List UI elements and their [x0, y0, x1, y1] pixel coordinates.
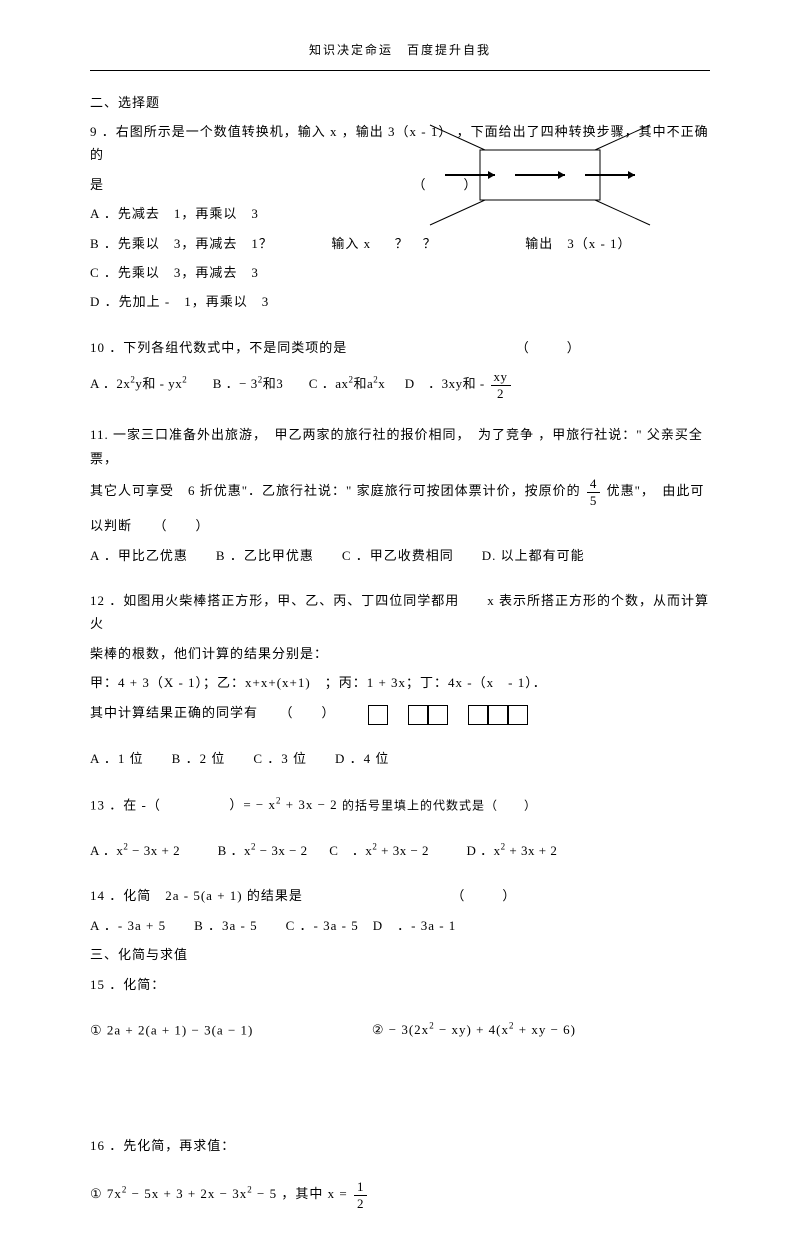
q12-l4-text: 其中计算结果正确的同学有 （ ）: [90, 705, 336, 720]
section2-title: 二、选择题: [90, 91, 710, 114]
q13-optB: B ．x2 − 3x − 2: [218, 843, 308, 858]
q9-qmarks: ？ ？: [395, 236, 437, 251]
q15-e1: ① 2a + 2(a + 1) − 3(a − 1): [90, 1022, 253, 1037]
q10: 10 ．下列各组代数式中，不是同类项的是 （ ）: [90, 336, 710, 359]
q13-optC: C ．x2 + 3x − 2: [329, 843, 429, 858]
q9-output-label: 输出 3（x - 1）: [525, 236, 631, 251]
content: 二、选择题 9 ．右图所示是一个数值转换机，输入 x ，输出 3（x - 1） …: [90, 91, 710, 1212]
q9-prefix: 9 ．右图所示是一个数值转换机，输入: [90, 124, 326, 139]
q10-optB: B ．− 32和3: [213, 376, 284, 391]
q9-optB-row: B ．先乘以 3，再减去 1？ 输入 x ？ ？ 输出 3（x - 1）: [90, 232, 710, 255]
q10-options: A ．2x2y和 - yx2 B ．− 32和3 C ．ax2和a2x D ．3…: [90, 369, 710, 401]
q13: 13 ．在 -（ ）= − x2 + 3x − 2 的括号里填上的代数式是（ ）: [90, 793, 710, 817]
q9: 9 ．右图所示是一个数值转换机，输入 x ，输出 3（x - 1） ，下面给出了…: [90, 120, 710, 314]
header-text: 知识决定命运 百度提升自我: [309, 43, 491, 57]
q11-l2: 其它人可享受 6 折优惠"．乙旅行社说：" 家庭旅行可按团体票计价，按原价的 4…: [90, 476, 710, 508]
q10-text: 10 ．下列各组代数式中，不是同类项的是: [90, 340, 347, 355]
q11-l2-post: 优惠"， 由此可: [607, 483, 705, 498]
q10-frac-den: 2: [491, 386, 511, 402]
q12-l4: 其中计算结果正确的同学有 （ ）: [90, 701, 710, 726]
q15-e2: ② − 3(2x2 − xy) + 4(x2 + xy − 6): [372, 1022, 576, 1037]
q16-num: 1: [354, 1179, 368, 1196]
q9-optB: B ．先乘以 3，再减去 1？: [90, 236, 273, 251]
q10-optD: D ．3xy和 - xy2: [405, 376, 513, 391]
q10-paren: （ ）: [516, 340, 584, 355]
q11-opts: A ．甲比乙优惠 B ．乙比甲优惠 C ．甲乙收费相同 D. 以上都有可能: [90, 544, 710, 567]
q11-l2-pre: 其它人可享受 6 折优惠"．乙旅行社说：" 家庭旅行可按团体票计价，按原价的: [90, 483, 581, 498]
q13-post: 的括号里填上的代数式是（ ）: [342, 798, 537, 812]
q13-pre: 13 ．在 -（: [90, 797, 161, 812]
q9-var: x: [330, 124, 338, 139]
q9-l2: 是: [90, 177, 104, 192]
q12-l2: 柴棒的根数，他们计算的结果分别是：: [90, 642, 710, 665]
q12-l1: 12 ．如图用火柴棒搭正方形，甲、乙、丙、丁四位同学都用 x 表示所搭正方形的个…: [90, 589, 710, 636]
q14-paren: （ ）: [451, 888, 519, 903]
q12-l3: 甲：4 + 3（X - 1）；乙：x+x+(x+1) ；丙：1 + 3x；丁：4…: [90, 671, 710, 694]
q14-opts: A ．- 3a + 5 B ．3a - 5 C ．- 3a - 5 D ．- 3…: [90, 914, 710, 937]
q9-optC: C ．先乘以 3，再减去 3: [90, 261, 710, 284]
q16-e1: ① 7x2 − 5x + 3 + 2x − 3x2 − 5 ，其中 x = 12: [90, 1179, 710, 1211]
q11-l3: 以判断 （ ）: [90, 514, 710, 537]
page-header: 知识决定命运 百度提升自我: [90, 40, 710, 71]
q11-den: 5: [587, 493, 601, 509]
q16-mid: ，其中: [281, 1186, 323, 1201]
q16-x: x =: [328, 1186, 348, 1201]
matchstick-squares: [360, 702, 537, 725]
q13-optD: D ．x2 + 3x + 2: [467, 843, 558, 858]
q16-e1-expr: ① 7x2 − 5x + 3 + 2x − 3x2 − 5: [90, 1186, 277, 1201]
q13-optA: A ．x2 − 3x + 2: [90, 843, 180, 858]
q12-opts: A ．1 位 B ．2 位 C ．3 位 D ．4 位: [90, 747, 710, 770]
q15-expressions: ① 2a + 2(a + 1) − 3(a − 1) ② − 3(2x2 − x…: [90, 1018, 710, 1042]
converter-diagram: [370, 120, 710, 230]
q13-opts: A ．x2 − 3x + 2 B ．x2 − 3x − 2 C ．x2 + 3x…: [90, 839, 710, 863]
q9-optD: D ．先加上 - 1，再乘以 3: [90, 290, 710, 313]
q11-l1: 11. 一家三口准备外出旅游， 甲乙两家的旅行社的报价相同， 为了竞争 ，甲旅行…: [90, 423, 710, 470]
q10-optA: A ．2x2y和 - yx2: [90, 376, 187, 391]
section3-title: 三、化简与求值: [90, 943, 710, 966]
q11-num: 4: [587, 476, 601, 493]
q16-title: 16 ．先化简，再求值：: [90, 1134, 710, 1157]
q10-frac-num: xy: [491, 369, 511, 386]
q9-input-label: 输入 x: [331, 236, 371, 251]
q10-optC: C ．ax2和a2x: [309, 376, 385, 391]
q16-den: 2: [354, 1196, 368, 1212]
q15-title: 15 ．化简：: [90, 973, 710, 996]
q14: 14 ．化简 2a - 5(a + 1) 的结果是 （ ）: [90, 884, 710, 907]
q14-text: 14 ．化简 2a - 5(a + 1) 的结果是: [90, 888, 303, 903]
q13-mid: ）= − x2 + 3x − 2: [229, 797, 337, 812]
